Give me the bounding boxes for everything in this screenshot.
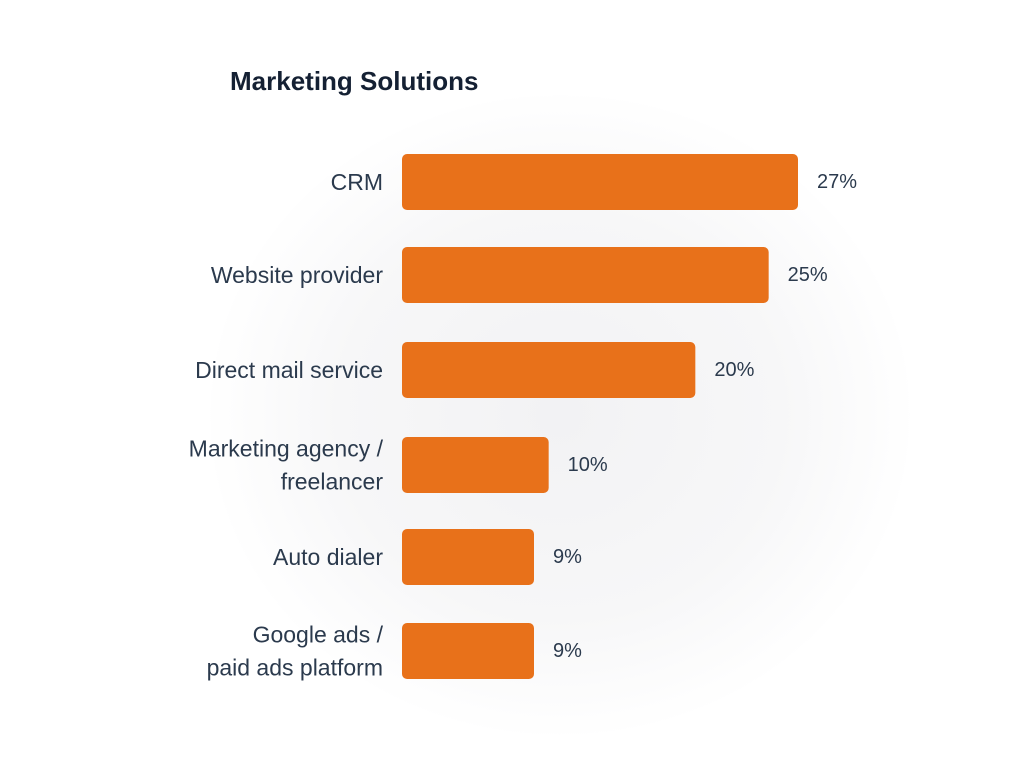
category-label-5-line-0: Google ads / xyxy=(253,622,384,648)
category-label-1: Website provider xyxy=(211,262,383,288)
value-label-3: 10% xyxy=(568,454,608,476)
category-label-3-line-0: Marketing agency / xyxy=(189,436,384,462)
value-label-4: 9% xyxy=(553,546,582,568)
bar-1 xyxy=(402,247,769,303)
category-label-2: Direct mail service xyxy=(195,357,383,383)
category-label-0: CRM xyxy=(331,169,383,195)
value-label-1: 25% xyxy=(788,264,828,286)
value-label-5: 9% xyxy=(553,640,582,662)
category-label-5-line-1: paid ads platform xyxy=(207,655,383,681)
category-label-4: Auto dialer xyxy=(273,544,383,570)
bar-3 xyxy=(402,437,549,493)
chart-title: Marketing Solutions xyxy=(230,66,479,96)
value-label-0: 27% xyxy=(817,171,857,193)
bar-2 xyxy=(402,342,696,398)
value-label-2: 20% xyxy=(714,359,754,381)
bar-0 xyxy=(402,154,798,210)
category-label-3-line-1: freelancer xyxy=(281,469,384,495)
bar-4 xyxy=(402,529,534,585)
bar-5 xyxy=(402,623,534,679)
